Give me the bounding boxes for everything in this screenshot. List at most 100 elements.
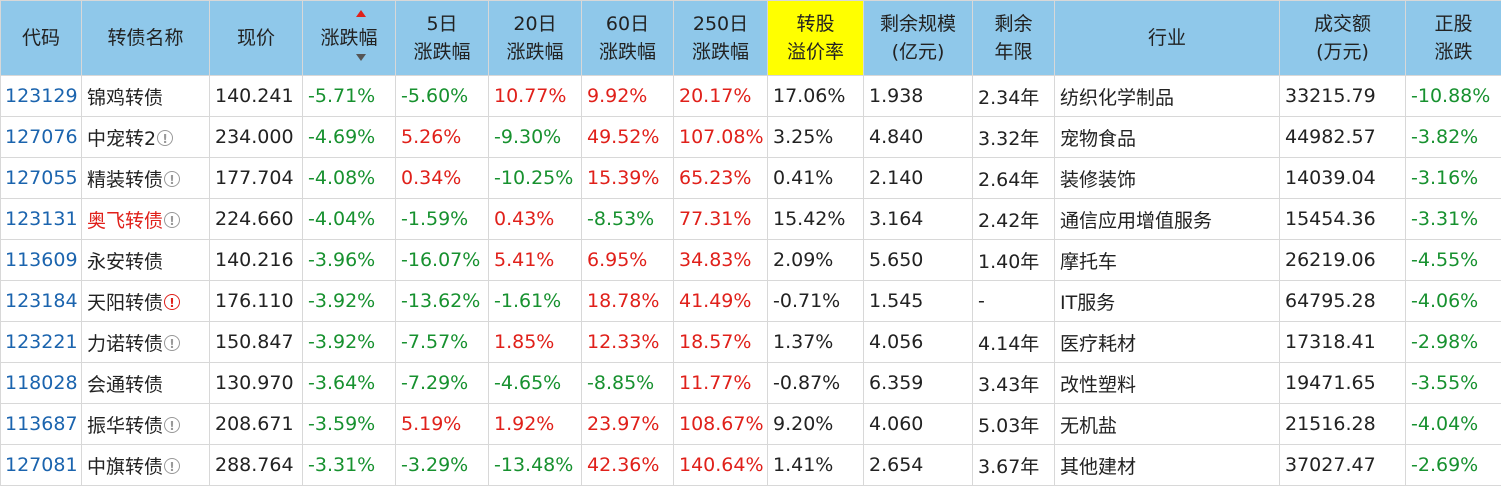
cell-d60: 15.39% xyxy=(581,157,674,199)
cell-d60: -8.53% xyxy=(581,198,674,240)
bond-name[interactable]: 奥飞转债 xyxy=(87,209,164,232)
cell-premium: 17.06% xyxy=(767,75,864,117)
cell-d250: 140.64% xyxy=(673,444,768,486)
cell-d5: -1.59% xyxy=(395,198,489,240)
cell-stock: -3.55% xyxy=(1405,362,1501,404)
cell-name[interactable]: 会通转债 xyxy=(81,362,210,404)
col-header-scale[interactable]: 剩余规模 (亿元) xyxy=(863,0,973,76)
col-header-5d[interactable]: 5日 涨跌幅 xyxy=(395,0,489,76)
table-row[interactable]: 127076 中宠转2! 234.000 -4.69% 5.26% -9.30% 49.52… xyxy=(0,116,1501,158)
bond-name[interactable]: 天阳转债 xyxy=(87,291,164,314)
col-header-years[interactable]: 剩余 年限 xyxy=(972,0,1055,76)
cell-years: 5.03年 xyxy=(972,403,1055,445)
col-header-20d[interactable]: 20日 涨跌幅 xyxy=(488,0,582,76)
cell-code[interactable]: 123221 xyxy=(0,321,82,363)
info-icon[interactable]: ! xyxy=(157,129,174,146)
cell-scale: 4.056 xyxy=(863,321,973,363)
bond-name[interactable]: 永安转债 xyxy=(87,250,164,273)
col-header-volume[interactable]: 成交额 (万元) xyxy=(1279,0,1406,76)
col-header-250d[interactable]: 250日 涨跌幅 xyxy=(673,0,768,76)
cell-scale: 6.359 xyxy=(863,362,973,404)
cell-price: 224.660 xyxy=(209,198,303,240)
bond-name[interactable]: 会通转债 xyxy=(87,373,164,396)
bond-name[interactable]: 振华转债 xyxy=(87,414,164,437)
cell-code[interactable]: 113687 xyxy=(0,403,82,445)
cell-industry: 装修装饰 xyxy=(1054,157,1280,199)
table-row[interactable]: 123221 力诺转债! 150.847 -3.92% -7.57% 1.85% 12.33… xyxy=(0,321,1501,363)
table-body: 123129 锦鸡转债 140.241 -5.71% -5.60% 10.77% 9.92%… xyxy=(0,75,1501,486)
table-row[interactable]: 127081 中旗转债! 288.764 -3.31% -3.29% -13.48% 42.… xyxy=(0,444,1501,486)
cell-name[interactable]: 力诺转债! xyxy=(81,321,210,363)
cell-change: -3.92% xyxy=(302,280,396,322)
cell-volume: 19471.65 xyxy=(1279,362,1406,404)
cell-change: -3.59% xyxy=(302,403,396,445)
cell-d250: 20.17% xyxy=(673,75,768,117)
cell-stock: -4.55% xyxy=(1405,239,1501,281)
cell-premium: 1.37% xyxy=(767,321,864,363)
cell-stock: -3.31% xyxy=(1405,198,1501,240)
col-header-60d[interactable]: 60日 涨跌幅 xyxy=(581,0,674,76)
bond-name[interactable]: 精装转债 xyxy=(87,168,164,191)
cell-d250: 34.83% xyxy=(673,239,768,281)
bond-name[interactable]: 锦鸡转债 xyxy=(87,86,164,109)
table-row[interactable]: 123131 奥飞转债! 224.660 -4.04% -1.59% 0.43% -8.53… xyxy=(0,198,1501,240)
cell-d60: 6.95% xyxy=(581,239,674,281)
info-icon[interactable]: ! xyxy=(164,457,181,474)
cell-scale: 5.650 xyxy=(863,239,973,281)
cell-scale: 1.545 xyxy=(863,280,973,322)
cell-d5: -3.29% xyxy=(395,444,489,486)
col-header-stock-change[interactable]: 正股 涨跌 xyxy=(1405,0,1501,76)
cell-premium: 3.25% xyxy=(767,116,864,158)
table-row[interactable]: 123129 锦鸡转债 140.241 -5.71% -5.60% 10.77% 9.92%… xyxy=(0,75,1501,117)
cell-code[interactable]: 127055 xyxy=(0,157,82,199)
cell-name[interactable]: 永安转债 xyxy=(81,239,210,281)
col-header-premium[interactable]: 转股 溢价率 xyxy=(767,0,864,76)
info-icon[interactable]: ! xyxy=(164,170,181,187)
col-header-code[interactable]: 代码 xyxy=(0,0,82,76)
cell-d20: 10.77% xyxy=(488,75,582,117)
info-icon[interactable]: ! xyxy=(164,334,181,351)
cell-years: 3.32年 xyxy=(972,116,1055,158)
table-row[interactable]: 113609 永安转债 140.216 -3.96% -16.07% 5.41% 6.95%… xyxy=(0,239,1501,281)
info-icon[interactable]: ! xyxy=(164,211,181,228)
bond-name[interactable]: 中宠转2 xyxy=(87,127,157,150)
cell-name[interactable]: 精装转债! xyxy=(81,157,210,199)
cell-volume: 37027.47 xyxy=(1279,444,1406,486)
cell-code[interactable]: 127081 xyxy=(0,444,82,486)
cell-code[interactable]: 123129 xyxy=(0,75,82,117)
table-row[interactable]: 127055 精装转债! 177.704 -4.08% 0.34% -10.25% 15.3… xyxy=(0,157,1501,199)
cell-premium: 9.20% xyxy=(767,403,864,445)
cell-change: -4.04% xyxy=(302,198,396,240)
bond-name[interactable]: 中旗转债 xyxy=(87,455,164,478)
info-icon[interactable]: ! xyxy=(164,293,181,310)
cell-code[interactable]: 118028 xyxy=(0,362,82,404)
cell-d5: -13.62% xyxy=(395,280,489,322)
cell-d20: 1.85% xyxy=(488,321,582,363)
cell-d20: -1.61% xyxy=(488,280,582,322)
cell-name[interactable]: 锦鸡转债 xyxy=(81,75,210,117)
bond-name[interactable]: 力诺转债 xyxy=(87,332,164,355)
col-header-change[interactable]: 涨跌幅 xyxy=(302,0,396,76)
cell-name[interactable]: 振华转债! xyxy=(81,403,210,445)
cell-name[interactable]: 天阳转债! xyxy=(81,280,210,322)
table-row[interactable]: 123184 天阳转债! 176.110 -3.92% -13.62% -1.61% 18.… xyxy=(0,280,1501,322)
table-row[interactable]: 113687 振华转债! 208.671 -3.59% 5.19% 1.92% 23.97%… xyxy=(0,403,1501,445)
cell-name[interactable]: 中宠转2! xyxy=(81,116,210,158)
cell-code[interactable]: 127076 xyxy=(0,116,82,158)
cell-name[interactable]: 中旗转债! xyxy=(81,444,210,486)
cell-volume: 21516.28 xyxy=(1279,403,1406,445)
cell-d5: -5.60% xyxy=(395,75,489,117)
cell-code[interactable]: 123184 xyxy=(0,280,82,322)
cell-years: 3.43年 xyxy=(972,362,1055,404)
cell-name[interactable]: 奥飞转债! xyxy=(81,198,210,240)
info-icon[interactable]: ! xyxy=(164,416,181,433)
col-header-price[interactable]: 现价 xyxy=(209,0,303,76)
table-row[interactable]: 118028 会通转债 130.970 -3.64% -7.29% -4.65% -8.85… xyxy=(0,362,1501,404)
cell-years: 1.40年 xyxy=(972,239,1055,281)
cell-d250: 18.57% xyxy=(673,321,768,363)
cell-code[interactable]: 123131 xyxy=(0,198,82,240)
cell-volume: 33215.79 xyxy=(1279,75,1406,117)
col-header-industry[interactable]: 行业 xyxy=(1054,0,1280,76)
cell-code[interactable]: 113609 xyxy=(0,239,82,281)
col-header-name[interactable]: 转债名称 xyxy=(81,0,210,76)
